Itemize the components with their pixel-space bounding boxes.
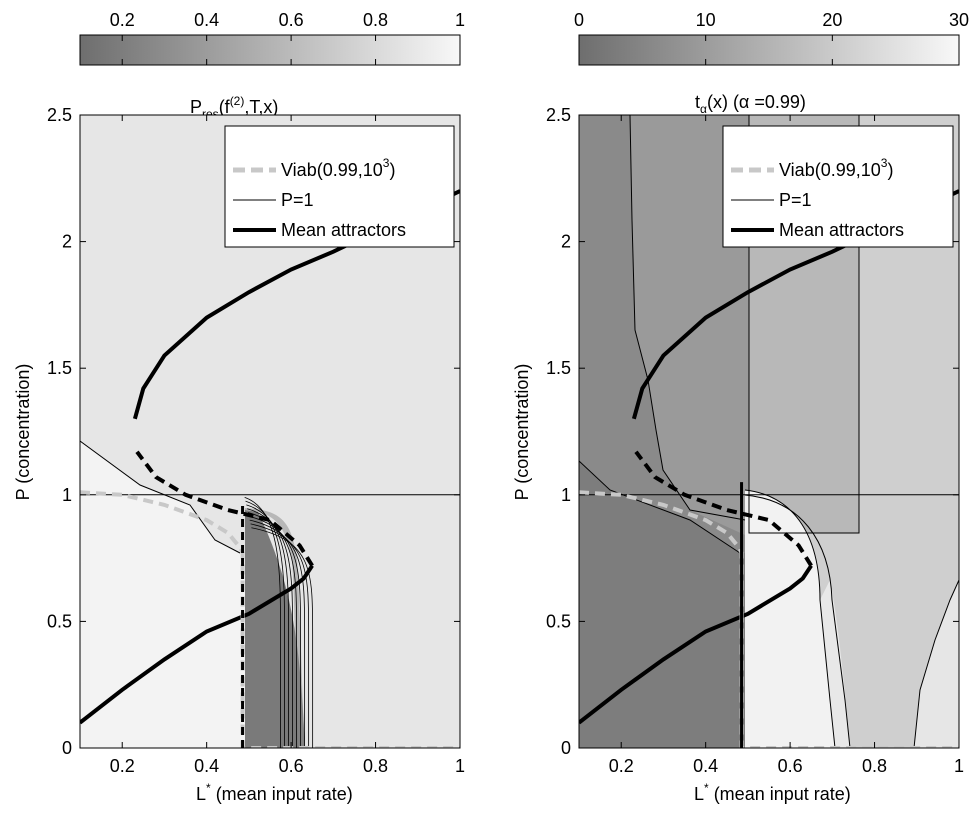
left-plot: 0 0.5 1 1.5 2 2.5 0.2 0.4 0.6 0.8 1 P (concentrati…	[13, 105, 465, 804]
left-ytick-label: 0.5	[47, 611, 72, 631]
right-ytick-label: 0	[561, 738, 571, 758]
left-legend-box	[224, 125, 455, 248]
left-ytick-label: 0	[62, 738, 72, 758]
left-contour-line	[250, 523, 310, 748]
left-legend: Viab(0.99,103) P=1 Mean attractors	[224, 125, 455, 248]
right-xtick-label: 0.2	[609, 756, 634, 776]
left-colorbar-tick-label: 1	[455, 10, 465, 30]
right-legend: Viab(0.99,103) P=1 Mean attractors	[722, 125, 954, 248]
right-xtick-label: 1	[954, 756, 964, 776]
left-colorbar-tick-label: 0.8	[363, 10, 388, 30]
left-legend-mean: Mean attractors	[281, 220, 406, 240]
left-series-mean-attractors-unstable	[135, 450, 314, 567]
right-series-mean-attractors-unstable	[634, 450, 813, 567]
right-colorbar-tick-label: 30	[949, 10, 969, 30]
left-contour-line	[247, 508, 293, 748]
right-xtick-label: 0.6	[778, 756, 803, 776]
left-colorbar: 0.2 0.4 0.6 0.8 1 Pres(f(2),T,x)	[79, 10, 465, 121]
right-ylabel: P (concentration)	[512, 364, 532, 501]
right-colorbar-gradient	[578, 34, 960, 66]
right-colorbar-tick-label: 0	[574, 10, 584, 30]
right-plot: 0 0.5 1 1.5 2 2.5 0.2 0.4 0.6 0.8 1 P (concentrati…	[512, 105, 964, 804]
left-contour-line	[248, 515, 302, 748]
left-colorbar-tick-label: 0.4	[194, 10, 219, 30]
left-region-viable	[80, 441, 245, 748]
right-colorbar-tick-label: 20	[822, 10, 842, 30]
right-region-white	[745, 490, 835, 748]
left-xtick-label: 0.4	[194, 756, 219, 776]
left-xtick-label: 1	[455, 756, 465, 776]
right-colorbar-label: tα(x) (α =0.99)	[695, 92, 806, 116]
left-xtick-label: 0.6	[279, 756, 304, 776]
left-colorbar-gradient	[79, 34, 461, 66]
left-contour-line	[244, 496, 281, 748]
right-legend-p1: P=1	[779, 190, 812, 210]
right-ytick-label: 2.5	[546, 105, 571, 125]
right-legend-viab: Viab(0.99,103)	[779, 156, 893, 180]
right-legend-mean: Mean attractors	[779, 220, 904, 240]
left-ytick-label: 1	[62, 485, 72, 505]
right-legend-box	[722, 125, 954, 248]
left-axes-frame	[79, 114, 461, 749]
right-ytick-label: 1.5	[546, 358, 571, 378]
right-ytick-label: 2	[561, 232, 571, 252]
left-ytick-label: 1.5	[47, 358, 72, 378]
right-series-mean-attractors	[579, 564, 813, 725]
right-axes-frame	[578, 114, 960, 749]
left-boundary-line	[80, 440, 241, 554]
left-ylabel: P (concentration)	[13, 364, 33, 501]
left-region-band	[245, 510, 305, 748]
left-ytick-label: 2	[62, 232, 72, 252]
left-contour-line	[245, 500, 285, 748]
left-contour-line	[251, 527, 314, 748]
left-contour-line	[246, 504, 289, 748]
right-colorbar-tick-label: 10	[696, 10, 716, 30]
left-legend-viab: Viab(0.99,103)	[281, 156, 395, 180]
left-xlabel: L* (mean input rate)	[196, 781, 353, 804]
right-xtick-label: 0.4	[693, 756, 718, 776]
left-colorbar-tick-label: 0.2	[110, 10, 135, 30]
left-contour-line	[249, 519, 306, 748]
right-ytick-label: 1	[561, 485, 571, 505]
left-legend-p1: P=1	[281, 190, 314, 210]
right-region-dark	[579, 461, 745, 748]
left-series-mean-attractors	[80, 564, 314, 725]
right-xtick-label: 0.8	[862, 756, 887, 776]
left-colorbar-tick-label: 0.6	[279, 10, 304, 30]
right-region-corner	[914, 580, 959, 748]
left-xtick-label: 0.2	[110, 756, 135, 776]
right-xlabel: L* (mean input rate)	[694, 781, 851, 804]
right-ytick-label: 0.5	[546, 611, 571, 631]
left-ytick-label: 2.5	[47, 105, 72, 125]
left-xtick-label: 0.8	[363, 756, 388, 776]
right-colorbar: 0 10 20 30 tα(x) (α =0.99)	[574, 10, 969, 116]
